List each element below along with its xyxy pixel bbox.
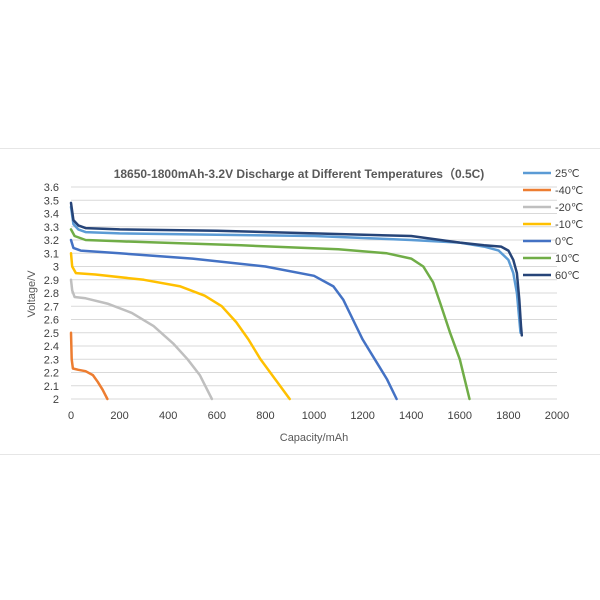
x-tick-label: 800 — [256, 410, 274, 422]
y-tick-label: 3.5 — [44, 195, 59, 207]
series-line — [69, 238, 398, 401]
x-tick-label: 600 — [208, 410, 226, 422]
x-tick-label: 2000 — [545, 410, 569, 422]
y-tick-label: 3 — [53, 262, 59, 274]
y-tick-label: 3.3 — [44, 222, 59, 234]
grid-lines — [71, 186, 557, 400]
legend: 25℃ -40℃ -20℃ -10℃ 0℃ 10℃ 60℃ — [523, 168, 583, 282]
x-tick-label: 1800 — [496, 410, 520, 422]
y-axis-label: Voltage/V — [26, 270, 38, 318]
discharge-chart: 18650-1800mAh-3.2V Discharge at Differen… — [26, 166, 583, 444]
y-tick-label: 3.2 — [44, 235, 59, 247]
y-tick-label: 3.6 — [44, 182, 59, 194]
y-tick-labels: 22.12.22.32.42.52.62.72.82.933.13.23.33.… — [44, 182, 59, 406]
y-tick-label: 2.4 — [44, 341, 59, 353]
y-tick-label: 2.7 — [44, 301, 59, 313]
legend-label: -20℃ — [555, 202, 583, 214]
legend-label: 10℃ — [555, 253, 580, 265]
x-tick-label: 1600 — [448, 410, 472, 422]
series-line — [69, 228, 471, 401]
x-tick-label: 1400 — [399, 410, 423, 422]
x-tick-labels: 0 200 400 600 800 1000 1200 1400 1600 1800 2000 — [68, 410, 569, 422]
series-lines — [69, 201, 524, 401]
x-tick-label: 0 — [68, 410, 74, 422]
series-line — [69, 278, 214, 401]
y-tick-label: 2.6 — [44, 315, 59, 327]
x-tick-label: 200 — [110, 410, 128, 422]
x-tick-label: 1000 — [302, 410, 326, 422]
series-line — [69, 201, 524, 337]
y-tick-label: 2.5 — [44, 328, 59, 340]
x-tick-label: 400 — [159, 410, 177, 422]
legend-label: 60℃ — [555, 270, 580, 282]
y-tick-label: 2 — [53, 394, 59, 406]
y-tick-label: 2.3 — [44, 354, 59, 366]
legend-label: 25℃ — [555, 168, 580, 180]
y-tick-label: 3.1 — [44, 248, 59, 260]
chart-title: 18650-1800mAh-3.2V Discharge at Differen… — [114, 166, 485, 181]
chart-frame: 18650-1800mAh-3.2V Discharge at Differen… — [0, 148, 600, 455]
y-tick-label: 2.9 — [44, 275, 59, 287]
y-tick-label: 2.1 — [44, 381, 59, 393]
legend-label: -10℃ — [555, 219, 583, 231]
legend-label: -40℃ — [555, 185, 583, 197]
x-tick-label: 1200 — [350, 410, 374, 422]
legend-label: 0℃ — [555, 236, 573, 248]
series-line — [69, 205, 522, 335]
y-tick-label: 2.8 — [44, 288, 59, 300]
y-tick-label: 2.2 — [44, 368, 59, 380]
y-tick-label: 3.4 — [44, 209, 59, 221]
series-line — [69, 252, 291, 401]
x-axis-label: Capacity/mAh — [280, 432, 348, 444]
series-line — [69, 331, 109, 401]
